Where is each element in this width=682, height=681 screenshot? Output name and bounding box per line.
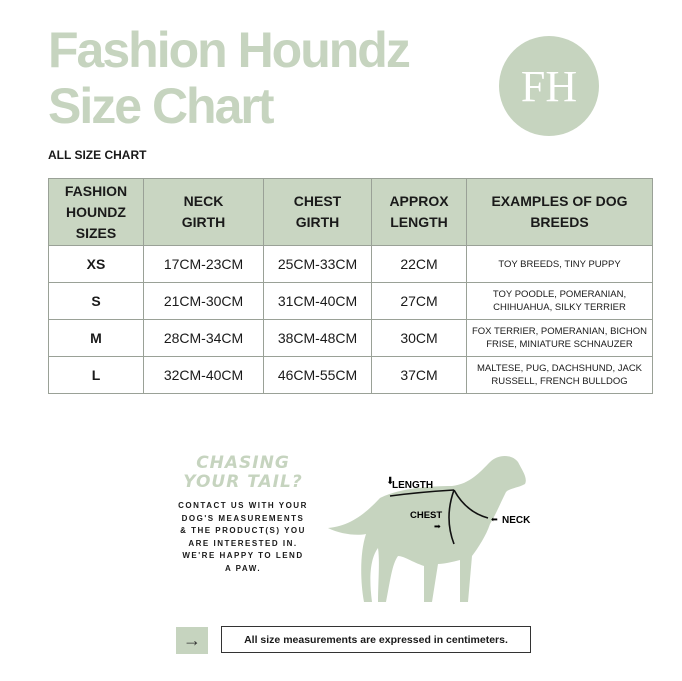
size-table: FASHION HOUNDZ SIZES NECK GIRTH CHEST GI… xyxy=(48,178,653,394)
breeds-cell: MALTESE, PUG, DACHSHUND, JACK RUSSELL, F… xyxy=(466,356,653,394)
chest-arrow xyxy=(448,489,455,545)
section-subtitle: ALL SIZE CHART xyxy=(48,148,147,162)
table-row: S 21CM-30CM 31CM-40CM 27CM TOY POODLE, P… xyxy=(48,282,653,320)
dog-measurement-diagram: LENGTH ⬇ CHEST ➡ NECK ⬅ xyxy=(328,456,531,602)
size-cell: L xyxy=(48,356,144,394)
length-label: LENGTH xyxy=(392,480,433,491)
chest-cell: 25CM-33CM xyxy=(263,245,372,283)
neck-arrow-icon: ⬅ xyxy=(491,515,498,524)
brand-logo: FH xyxy=(499,36,599,136)
breeds-cell: TOY POODLE, POMERANIAN, CHIHUAHUA, SILKY… xyxy=(466,282,653,320)
table-row: L 32CM-40CM 46CM-55CM 37CM MALTESE, PUG,… xyxy=(48,356,653,394)
promo-block: CHASING YOUR TAIL? CONTACT US WITH YOUR D… xyxy=(178,454,308,575)
page-title: Fashion Houndz Size Chart xyxy=(48,22,411,134)
length-cell: 30CM xyxy=(371,319,467,357)
promo-title: CHASING YOUR TAIL? xyxy=(178,454,308,492)
neck-cell: 21CM-30CM xyxy=(143,282,264,320)
neck-cell: 17CM-23CM xyxy=(143,245,264,283)
chest-cell: 46CM-55CM xyxy=(263,356,372,394)
length-arrow-icon: ⬇ xyxy=(386,476,394,487)
neck-cell: 32CM-40CM xyxy=(143,356,264,394)
length-cell: 37CM xyxy=(371,356,467,394)
chest-label: CHEST xyxy=(410,510,442,521)
title-line-1: Fashion Houndz xyxy=(48,22,411,78)
header-neck: NECK GIRTH xyxy=(143,178,264,246)
table-header-row: FASHION HOUNDZ SIZES NECK GIRTH CHEST GI… xyxy=(48,178,653,246)
chest-cell: 31CM-40CM xyxy=(263,282,372,320)
arrow-right-icon: → xyxy=(176,627,208,654)
neck-label: NECK xyxy=(502,515,531,526)
chest-cell: 38CM-48CM xyxy=(263,319,372,357)
length-arrow xyxy=(389,489,455,497)
header-sizes: FASHION HOUNDZ SIZES xyxy=(48,178,144,246)
size-cell: M xyxy=(48,319,144,357)
header-breeds: EXAMPLES OF DOG BREEDS xyxy=(466,178,653,246)
length-cell: 27CM xyxy=(371,282,467,320)
dog-silhouette-icon xyxy=(328,456,526,602)
measurement-note: All size measurements are expressed in c… xyxy=(221,626,531,653)
promo-title-line-1: CHASING xyxy=(196,453,290,473)
chest-arrow-icon: ➡ xyxy=(434,522,441,531)
title-line-2: Size Chart xyxy=(48,78,275,134)
breeds-cell: FOX TERRIER, POMERANIAN, BICHON FRISE, M… xyxy=(466,319,653,357)
size-cell: XS xyxy=(48,245,144,283)
promo-text: CONTACT US WITH YOUR DOG'S MEASUREMENTS … xyxy=(178,501,308,573)
size-cell: S xyxy=(48,282,144,320)
neck-cell: 28CM-34CM xyxy=(143,319,264,357)
neck-arrow xyxy=(453,489,489,519)
header-length: APPROX LENGTH xyxy=(371,178,467,246)
breeds-cell: TOY BREEDS, TINY PUPPY xyxy=(466,245,653,283)
table-row: M 28CM-34CM 38CM-48CM 30CM FOX TERRIER, … xyxy=(48,319,653,357)
promo-title-line-2: YOUR TAIL? xyxy=(183,472,303,492)
length-cell: 22CM xyxy=(371,245,467,283)
table-row: XS 17CM-23CM 25CM-33CM 22CM TOY BREEDS, … xyxy=(48,245,653,283)
header-chest: CHEST GIRTH xyxy=(263,178,372,246)
